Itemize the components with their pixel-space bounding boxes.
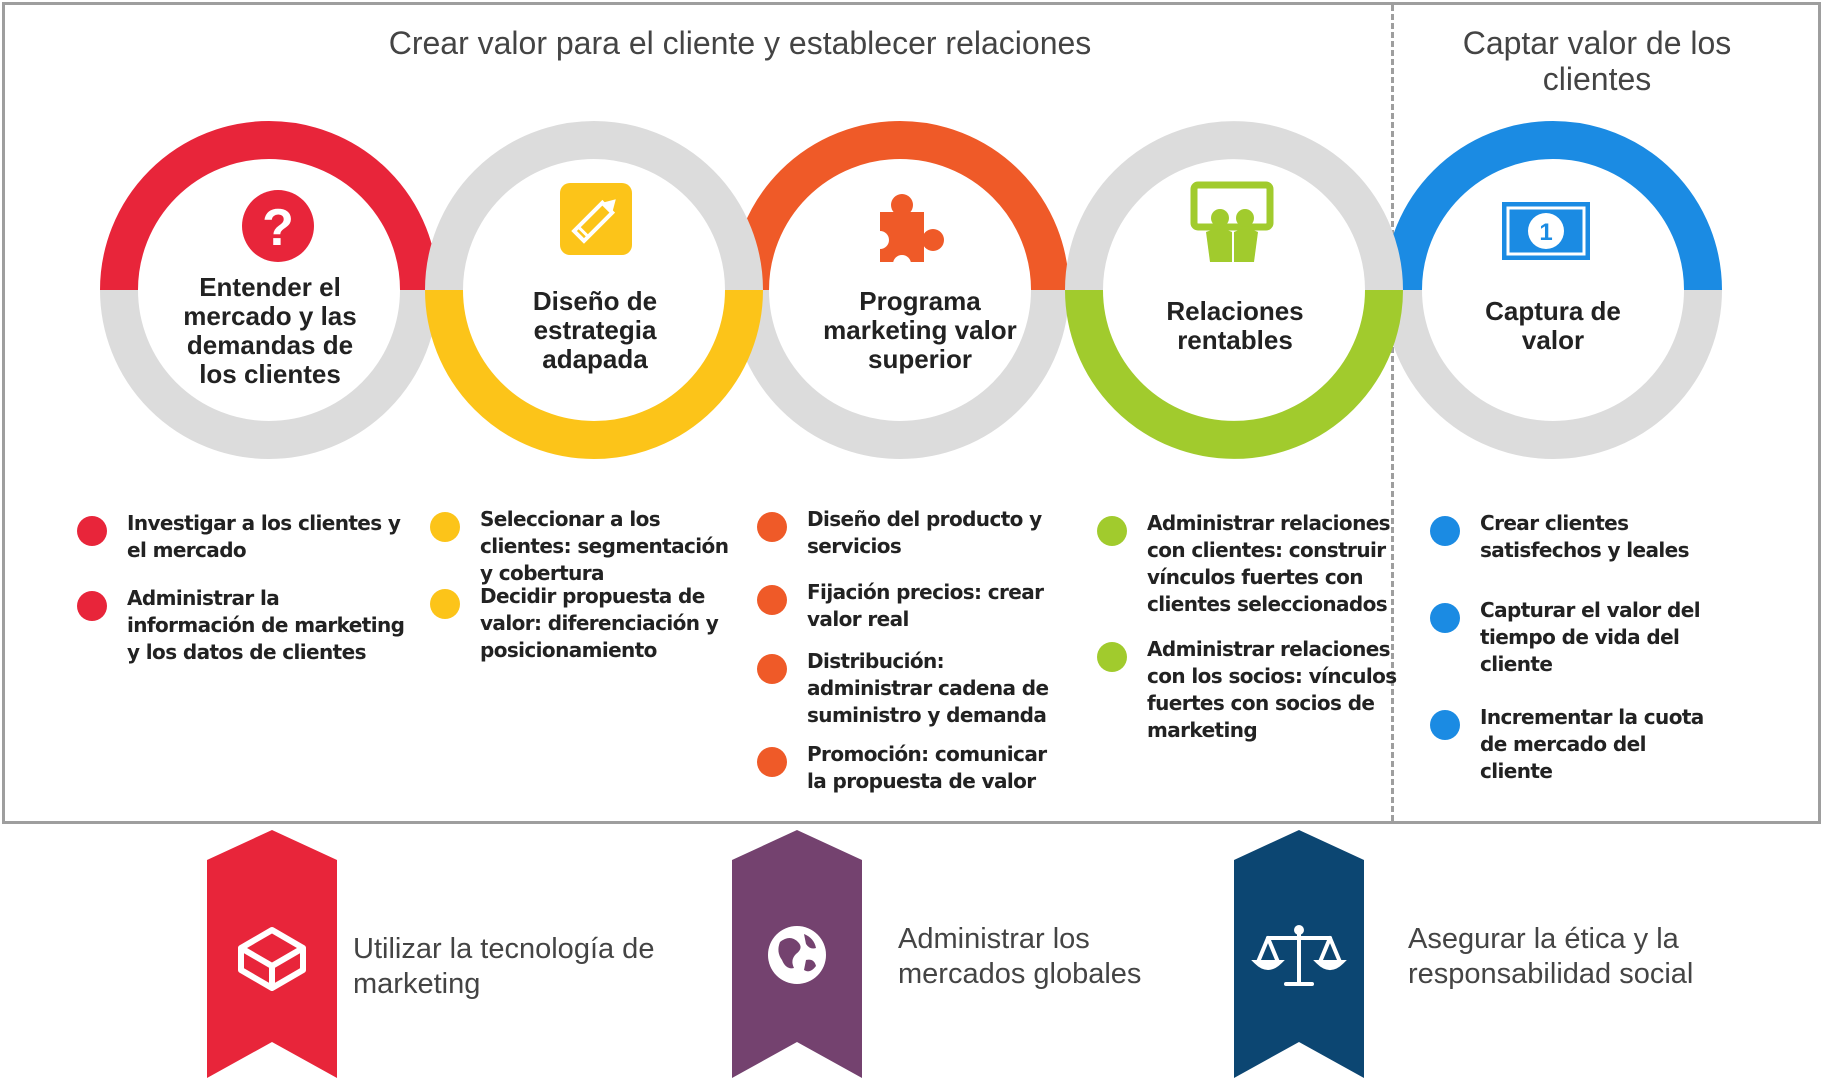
bullet-dot: [1430, 603, 1460, 633]
bullet-dot: [757, 512, 787, 542]
list-item: Promoción: comunicar la propuesta de val…: [757, 741, 1057, 795]
ribbon-technology-text: Utilizar la tecnología de marketing: [353, 933, 655, 1000]
bullets-step-5: Crear clientes satisfechos y leales Capt…: [1430, 510, 1720, 785]
bullets-step-4: Administrar relaciones con clientes: con…: [1097, 510, 1397, 744]
svg-text:1: 1: [1539, 219, 1552, 246]
list-item: Diseño del producto y servicios: [757, 506, 1057, 579]
puzzle-icon: [871, 194, 944, 273]
ribbon-global-markets-text: Administrar los mercados globales: [898, 923, 1142, 990]
bullet-dot: [1097, 516, 1127, 546]
step-5-label: Captura de valor: [1485, 296, 1621, 355]
bullets-step-1: Investigar a los clientes y el mercado A…: [77, 510, 407, 666]
list-item: Administrar relaciones con clientes: con…: [1097, 510, 1397, 636]
list-item: Fijación precios: crear valor real: [757, 579, 1057, 648]
bullet-dot: [1097, 642, 1127, 672]
title-capture-value: Captar valor de los clientes: [1462, 25, 1732, 97]
pencil-icon: [560, 183, 632, 255]
bullet-dot: [430, 589, 460, 619]
list-item: Seleccionar a los clientes: segmentación…: [430, 506, 740, 585]
ring-4: [1065, 121, 1403, 459]
ribbon-banner: [207, 830, 337, 1078]
bullets-step-2: Seleccionar a los clientes: segmentación…: [430, 506, 740, 664]
globe-icon: [768, 926, 826, 984]
banknote-icon: 1: [1502, 202, 1590, 260]
bullet-dot: [757, 585, 787, 615]
ring-5: [1384, 121, 1722, 459]
ring-2: [425, 121, 763, 459]
list-item: Decidir propuesta de valor: diferenciaci…: [430, 583, 740, 664]
cube-icon: [238, 927, 306, 991]
bullets-step-3: Diseño del producto y servicios Fijación…: [757, 506, 1057, 795]
list-item: Distribución: administrar cadena de sumi…: [757, 648, 1057, 741]
people-board-icon: [1190, 181, 1274, 262]
svg-text:?: ?: [262, 199, 294, 257]
list-item: Administrar relaciones con los socios: v…: [1097, 636, 1397, 744]
title-create-value: Crear valor para el cliente y establecer…: [388, 25, 1092, 61]
step-3-label: Programa marketing valor superior: [823, 286, 1017, 374]
step-4-label: Relaciones rentables: [1166, 296, 1304, 355]
ring-1: [100, 121, 438, 459]
list-item: Administrar la información de marketing …: [77, 585, 407, 666]
bullet-dot: [77, 516, 107, 546]
bullet-dot: [757, 747, 787, 777]
rings-chain: ? 1: [100, 121, 1722, 459]
main-frame: [2, 2, 1821, 824]
section-divider: [1391, 5, 1394, 821]
step-1-label: Entender el mercado y las demandas de lo…: [183, 272, 357, 389]
bullet-dot: [757, 654, 787, 684]
bullet-dot: [1430, 516, 1460, 546]
list-item: Incrementar la cuota de mercado del clie…: [1430, 704, 1720, 785]
ribbon-ethics-text: Asegurar la ética y la responsabilidad s…: [1408, 923, 1694, 990]
list-item: Investigar a los clientes y el mercado: [77, 510, 407, 585]
bullet-dot: [77, 591, 107, 621]
scales-icon: [1251, 925, 1347, 986]
ring-3: [731, 121, 1069, 459]
step-2-label: Diseño de estrategia adapada: [532, 286, 658, 374]
question-icon: ?: [242, 190, 314, 262]
list-item: Capturar el valor del tiempo de vida del…: [1430, 597, 1720, 704]
list-item: Crear clientes satisfechos y leales: [1430, 510, 1720, 597]
bullet-dot: [430, 512, 460, 542]
bullet-dot: [1430, 710, 1460, 740]
